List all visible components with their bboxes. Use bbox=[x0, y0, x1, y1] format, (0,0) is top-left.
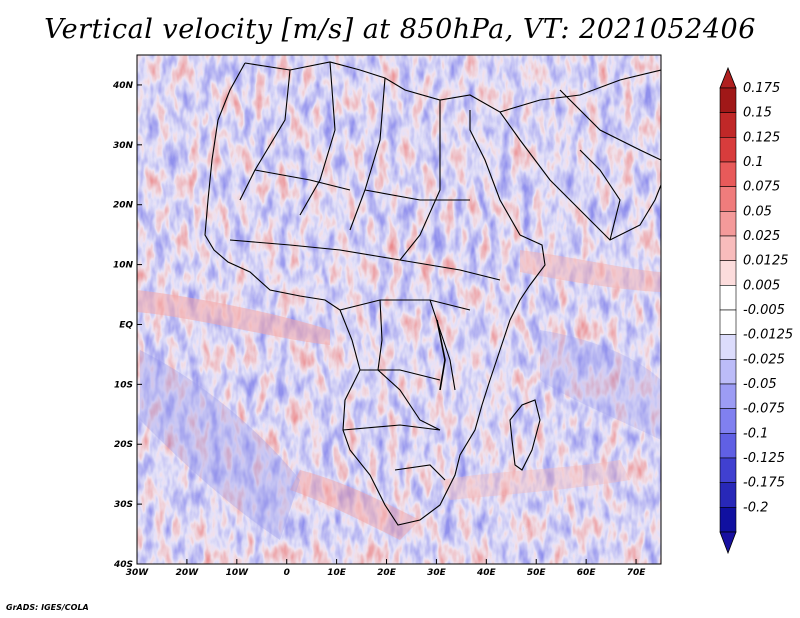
colorbar-cells bbox=[719, 87, 737, 533]
x-tick-label: 30E bbox=[427, 568, 447, 578]
x-tick-label: 70E bbox=[627, 568, 647, 578]
colorbar-cell bbox=[719, 383, 737, 409]
colorbar-label: 0.075 bbox=[743, 180, 780, 195]
colorbar-label: -0.1 bbox=[743, 426, 768, 441]
x-tick-label: 50E bbox=[527, 568, 547, 578]
y-tick-label: 20N bbox=[113, 201, 134, 211]
colorbar-bottom-triangle bbox=[719, 531, 737, 555]
y-tick-label: 40N bbox=[112, 81, 134, 91]
chart-title: Vertical velocity [m/s] at 850hPa, VT: 2… bbox=[44, 14, 756, 45]
y-tick-label: 20S bbox=[114, 440, 133, 450]
colorbar-label: 0.0125 bbox=[743, 254, 789, 269]
colorbar-label: -0.125 bbox=[743, 451, 785, 466]
colorbar-label: 0.125 bbox=[743, 130, 780, 145]
colorbar-label: -0.05 bbox=[743, 377, 777, 392]
x-tick-label: 40E bbox=[476, 568, 497, 578]
x-tick-label: 20E bbox=[377, 568, 397, 578]
colorbar-cell bbox=[719, 87, 737, 113]
colorbar-cell bbox=[719, 457, 737, 483]
colorbar-cell bbox=[719, 235, 737, 261]
colorbar-cell bbox=[719, 186, 737, 212]
colorbar-cell bbox=[719, 433, 737, 459]
velocity-field bbox=[137, 55, 661, 564]
x-tick-label: 30W bbox=[126, 568, 150, 578]
colorbar-cell bbox=[719, 309, 737, 335]
colorbar-cell bbox=[719, 482, 737, 508]
x-tick-label: 0 bbox=[284, 568, 290, 578]
colorbar-labels: 0.175 0.15 0.125 0.1 0.075 0.05 0.025 0.0125 0.0… bbox=[743, 81, 793, 515]
colorbar-label: 0.025 bbox=[743, 229, 780, 244]
colorbar-cell bbox=[719, 359, 737, 385]
colorbar-label: -0.175 bbox=[743, 476, 785, 491]
y-tick-label: 30S bbox=[114, 500, 133, 510]
y-tick-label: 30N bbox=[113, 141, 134, 151]
colorbar-cell bbox=[719, 161, 737, 187]
credit-label: GrADS: IGES/COLA bbox=[6, 603, 89, 612]
colorbar-label: 0.05 bbox=[743, 204, 772, 219]
x-tick-label: 10E bbox=[327, 568, 347, 578]
y-tick-label: 40S bbox=[113, 560, 133, 570]
colorbar-label: 0.15 bbox=[743, 106, 772, 121]
colorbar: 0.175 0.15 0.125 0.1 0.075 0.05 0.025 0.0125 0.0… bbox=[719, 66, 793, 555]
y-axis-ticks: 40N 30N 20N 10N EQ 10S 20S 30S 40S bbox=[112, 81, 142, 570]
colorbar-label: -0.075 bbox=[743, 402, 785, 417]
colorbar-top-triangle bbox=[719, 66, 737, 89]
y-tick-label: 10N bbox=[113, 261, 134, 271]
colorbar-label: -0.0125 bbox=[743, 328, 793, 343]
colorbar-label: -0.025 bbox=[743, 352, 785, 367]
y-tick-label: 10S bbox=[114, 380, 133, 390]
colorbar-cell bbox=[719, 507, 737, 533]
plot-frame bbox=[136, 54, 662, 565]
colorbar-label: 0.005 bbox=[743, 278, 780, 293]
coastlines bbox=[204, 61, 661, 526]
colorbar-cell bbox=[719, 211, 737, 237]
x-axis-ticks: 30W 20W 10W 0 10E 20E 30E 40E 50E 60E 70E bbox=[126, 559, 646, 578]
colorbar-cell bbox=[719, 334, 737, 360]
colorbar-cell bbox=[719, 112, 737, 138]
x-tick-label: 10W bbox=[226, 568, 250, 578]
colorbar-label: 0.1 bbox=[743, 155, 764, 170]
colorbar-label: 0.175 bbox=[743, 81, 780, 96]
x-tick-label: 60E bbox=[577, 568, 597, 578]
colorbar-cell bbox=[719, 260, 737, 286]
colorbar-cell bbox=[719, 137, 737, 163]
colorbar-cell bbox=[719, 408, 737, 434]
colorbar-label: -0.2 bbox=[743, 500, 768, 515]
x-tick-label: 20W bbox=[176, 568, 200, 578]
colorbar-label: -0.005 bbox=[743, 303, 785, 318]
colorbar-cell bbox=[719, 285, 737, 311]
y-tick-label: EQ bbox=[119, 320, 133, 330]
